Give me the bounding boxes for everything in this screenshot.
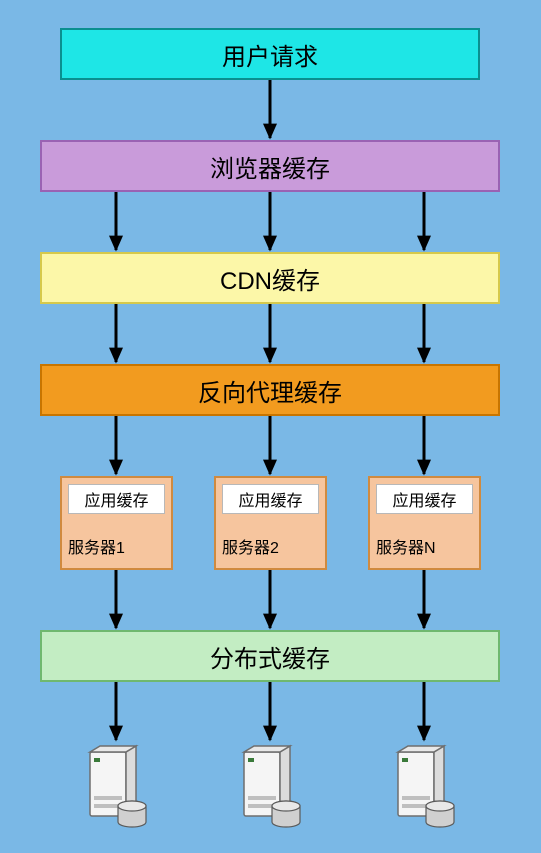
app-cache-label: 应用缓存 [238,487,302,511]
app-cache-box-1: 应用缓存 [222,484,319,514]
server-icon [230,740,310,830]
server-caption-1: 服务器2 [222,534,279,558]
server-icon [76,740,156,830]
diagram-canvas: 用户请求浏览器缓存 CDN缓存反向代理缓存分布式缓存 应用缓存服务器1 应用缓存服务器… [0,0,541,853]
box-reverse-proxy-cache: 反向代理缓存 [40,364,500,416]
box-label: 用户请求 [222,37,318,72]
box-browser-cache: 浏览器缓存 [40,140,500,192]
box-label: 浏览器缓存 [210,149,330,184]
app-cache-label: 应用缓存 [84,487,148,511]
box-label: CDN缓存 [220,261,320,296]
box-cdn-cache: CDN缓存 [40,252,500,304]
app-cache-box-0: 应用缓存 [68,484,165,514]
server-caption-2: 服务器N [376,534,436,558]
box-distributed-cache: 分布式缓存 [40,630,500,682]
arrows-layer [0,0,541,853]
server-icon [384,740,464,830]
server-caption-0: 服务器1 [68,534,125,558]
app-cache-label: 应用缓存 [392,487,456,511]
app-cache-box-2: 应用缓存 [376,484,473,514]
box-label: 反向代理缓存 [198,373,342,408]
box-label: 分布式缓存 [210,639,330,674]
box-user-request: 用户请求 [60,28,480,80]
